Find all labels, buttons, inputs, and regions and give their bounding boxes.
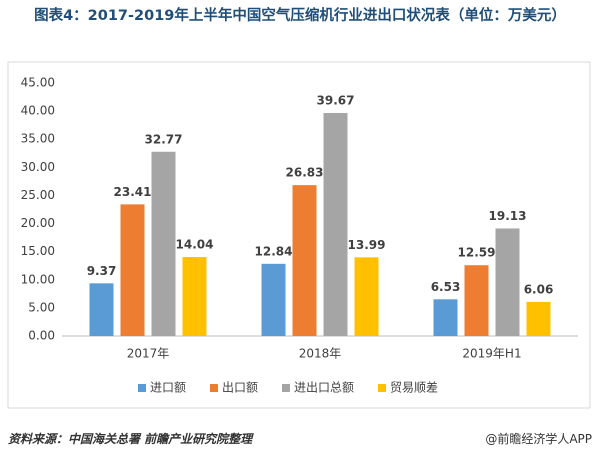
legend-label: 出口额 <box>222 381 258 395</box>
chart-title: 图表4：2017-2019年上半年中国空气压缩机行业进出口状况表（单位：万美元） <box>34 8 566 24</box>
bar <box>89 283 114 336</box>
bar <box>120 204 145 336</box>
value-label: 12.59 <box>458 246 496 260</box>
value-label: 6.53 <box>431 280 461 294</box>
y-tick-label: 10.00 <box>21 272 55 286</box>
value-label: 39.67 <box>317 93 355 107</box>
bar <box>261 263 286 336</box>
bar <box>292 185 317 336</box>
y-tick-label: 45.00 <box>21 76 55 90</box>
legend-swatch <box>210 384 218 392</box>
bar <box>526 301 551 336</box>
bar <box>323 112 348 336</box>
value-label: 14.04 <box>176 238 214 252</box>
legend-label: 进口额 <box>150 381 186 395</box>
bar <box>495 228 520 336</box>
bar <box>354 257 379 336</box>
legend-swatch <box>138 384 146 392</box>
value-label: 6.06 <box>524 282 554 296</box>
value-label: 9.37 <box>87 264 117 278</box>
y-tick-label: 35.00 <box>21 132 55 146</box>
y-tick-label: 40.00 <box>21 104 55 118</box>
x-tick-label: 2017年 <box>127 347 170 361</box>
value-label: 23.41 <box>114 185 152 199</box>
bar <box>464 265 489 336</box>
bar <box>433 299 458 336</box>
y-tick-label: 5.00 <box>28 300 55 314</box>
source-note: 资料来源：中国海关总署 前瞻产业研究院整理 <box>8 432 253 446</box>
value-label: 12.84 <box>255 244 293 258</box>
y-tick-label: 25.00 <box>21 188 55 202</box>
y-tick-label: 30.00 <box>21 160 55 174</box>
y-tick-label: 15.00 <box>21 244 55 258</box>
chart-frame <box>7 61 591 409</box>
y-tick-label: 0.00 <box>28 329 55 343</box>
value-label: 32.77 <box>145 132 183 146</box>
y-tick-label: 20.00 <box>21 216 55 230</box>
value-label: 26.83 <box>286 166 324 180</box>
legend-label: 贸易顺差 <box>390 381 438 395</box>
value-label: 13.99 <box>348 238 386 252</box>
x-tick-label: 2019年H1 <box>462 347 521 361</box>
legend-swatch <box>378 384 386 392</box>
x-tick-label: 2018年 <box>299 347 342 361</box>
credit: @前瞻经济学人APP <box>485 432 592 446</box>
legend-label: 进出口总额 <box>294 381 354 395</box>
value-label: 19.13 <box>489 209 527 223</box>
bar <box>182 257 207 336</box>
bar <box>151 151 176 336</box>
legend-swatch <box>282 384 290 392</box>
